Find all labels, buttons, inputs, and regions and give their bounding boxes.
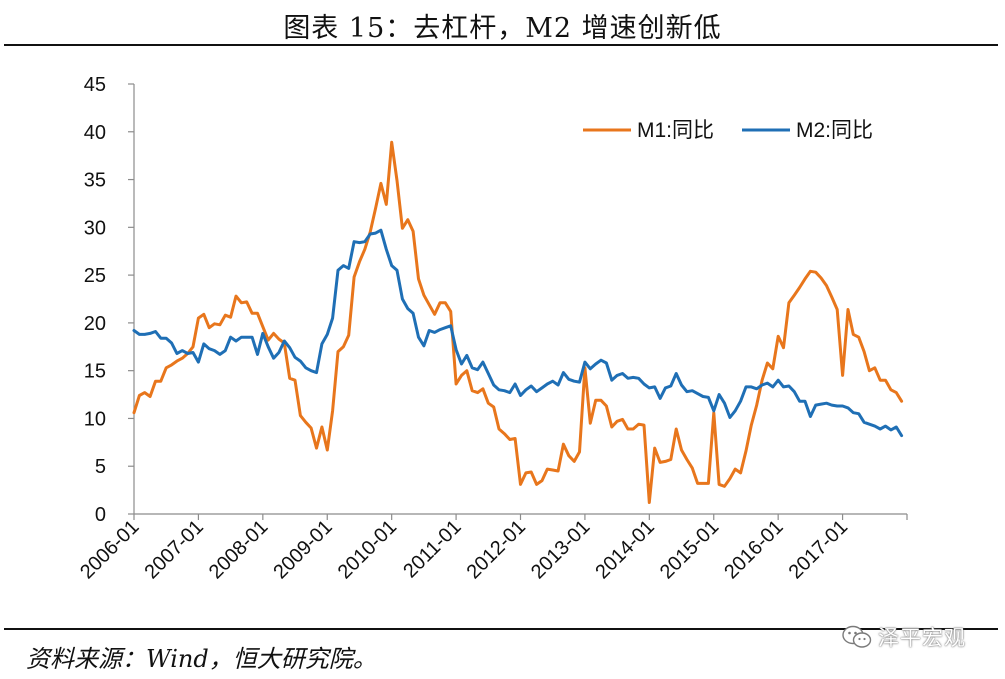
x-tick-label: 2007-01 (140, 516, 207, 583)
x-tick-label: 2006-01 (76, 516, 143, 583)
y-tick-label: 15 (84, 361, 106, 383)
x-tick-label: 2016-01 (720, 516, 787, 583)
x-tick-label: 2014-01 (591, 516, 658, 583)
legend-label-m2: M2:同比 (796, 119, 873, 142)
x-tick-label: 2008-01 (205, 516, 272, 583)
y-tick-label: 30 (84, 217, 106, 239)
series-line-m1 (132, 140, 904, 504)
x-tick-label: 2017-01 (785, 516, 852, 583)
line-chart: 0510152025303540452006-012007-012008-012… (76, 74, 908, 583)
x-tick-label: 2010-01 (334, 516, 401, 583)
footer-rule (4, 628, 998, 630)
legend-label-m1: M1:同比 (637, 119, 714, 142)
title-rule (4, 44, 998, 46)
x-tick-label: 2012-01 (463, 516, 530, 583)
chart-title: 图表 15：去杠杆，M2 增速创新低 (283, 13, 722, 44)
x-tick-label: 2009-01 (269, 516, 336, 583)
y-tick-label: 20 (84, 313, 106, 335)
x-tick-label: 2013-01 (527, 516, 594, 583)
wechat-icon (842, 625, 872, 648)
y-tick-label: 0 (95, 504, 106, 526)
y-tick-label: 5 (95, 456, 106, 478)
watermark: 泽平宏观 (842, 620, 966, 654)
x-tick-label: 2011-01 (399, 516, 465, 582)
y-tick-label: 45 (84, 74, 106, 96)
y-tick-label: 40 (84, 122, 106, 144)
x-tick-label: 2015-01 (656, 516, 723, 583)
series-line-m2 (132, 228, 904, 438)
y-tick-label: 10 (84, 408, 106, 430)
watermark-text: 泽平宏观 (878, 626, 966, 650)
y-tick-label: 35 (84, 170, 106, 192)
y-tick-label: 25 (84, 265, 106, 287)
source-note: 资料来源：Wind，恒大研究院。 (26, 645, 377, 673)
